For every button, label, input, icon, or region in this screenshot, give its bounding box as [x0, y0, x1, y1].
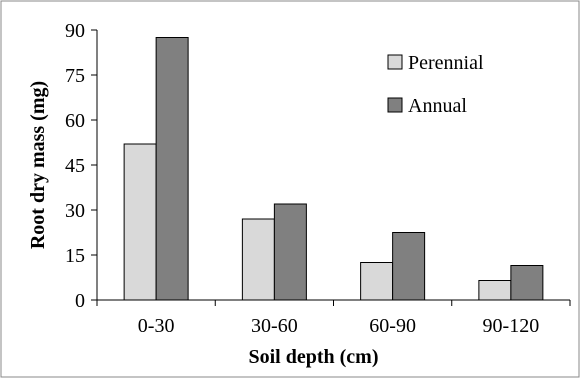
y-tick-label: 90 — [65, 20, 85, 42]
y-tick-label: 15 — [65, 245, 85, 267]
y-axis-title: Root dry mass (mg) — [27, 81, 49, 249]
legend-label-perennial: Perennial — [408, 52, 484, 74]
y-tick-label: 75 — [65, 65, 85, 87]
bar-annual-90-120 — [510, 265, 544, 301]
legend-label-annual: Annual — [408, 95, 467, 117]
x-axis-title: Soil depth (cm) — [249, 346, 379, 368]
x-axis-ticks: 0-30 30-60 60-90 90-120 — [96, 300, 571, 337]
y-tick-label: 30 — [65, 200, 85, 222]
bar-perennial-60-90 — [360, 262, 394, 301]
y-axis-ticks: 0 15 30 45 60 75 90 — [65, 20, 97, 312]
bars — [123, 37, 544, 301]
bar-annual-0-30 — [155, 37, 189, 301]
y-tick-label: 60 — [65, 110, 85, 132]
x-tick-label: 0-30 — [138, 315, 175, 337]
legend: Perennial Annual — [387, 52, 484, 117]
bar-annual-60-90 — [392, 232, 426, 301]
legend-swatch-annual — [387, 97, 403, 113]
bar-perennial-0-30 — [123, 143, 157, 301]
x-tick-label: 60-90 — [369, 315, 416, 337]
y-tick-label: 0 — [75, 290, 85, 312]
y-tick-label: 45 — [65, 155, 85, 177]
legend-swatch-perennial — [387, 54, 403, 70]
x-tick-label: 90-120 — [483, 315, 540, 337]
bar-perennial-30-60 — [241, 218, 275, 301]
bar-annual-30-60 — [273, 203, 307, 301]
x-tick-label: 30-60 — [251, 315, 298, 337]
bar-perennial-90-120 — [478, 280, 512, 301]
